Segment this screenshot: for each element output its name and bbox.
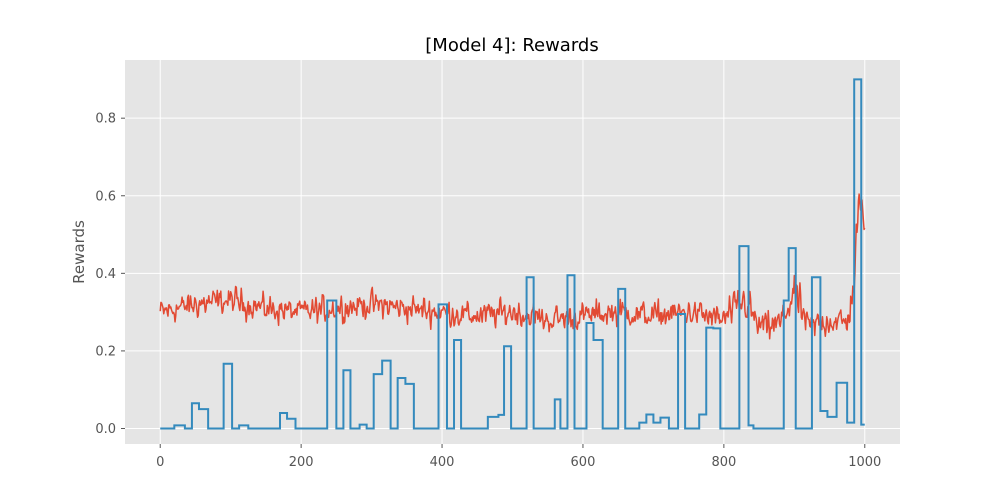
chart-title: [Model 4]: Rewards	[425, 35, 598, 56]
x-tick-label: 200	[289, 455, 314, 470]
series-layer	[159, 78, 866, 430]
y-tick-label: 0.2	[95, 344, 116, 359]
x-tick-label: 600	[571, 455, 596, 470]
x-tick-label: 400	[430, 455, 455, 470]
x-tick-label: 0	[156, 455, 164, 470]
y-tick-label: 0.8	[95, 112, 116, 127]
plot-area	[125, 60, 900, 444]
y-axis-label: Rewards	[70, 220, 88, 284]
series-blue-line	[160, 78, 865, 430]
series-red-line	[159, 193, 866, 340]
axis-ticks: 0 200 400 600 800 1000 0.0 0.2 0.4 0.6 0.8	[95, 112, 881, 470]
x-tick-label: 800	[711, 455, 736, 470]
y-tick-label: 0.0	[95, 422, 116, 437]
x-tick-label: 1000	[848, 455, 881, 470]
y-tick-label: 0.6	[95, 189, 116, 204]
y-tick-label: 0.4	[95, 267, 116, 282]
